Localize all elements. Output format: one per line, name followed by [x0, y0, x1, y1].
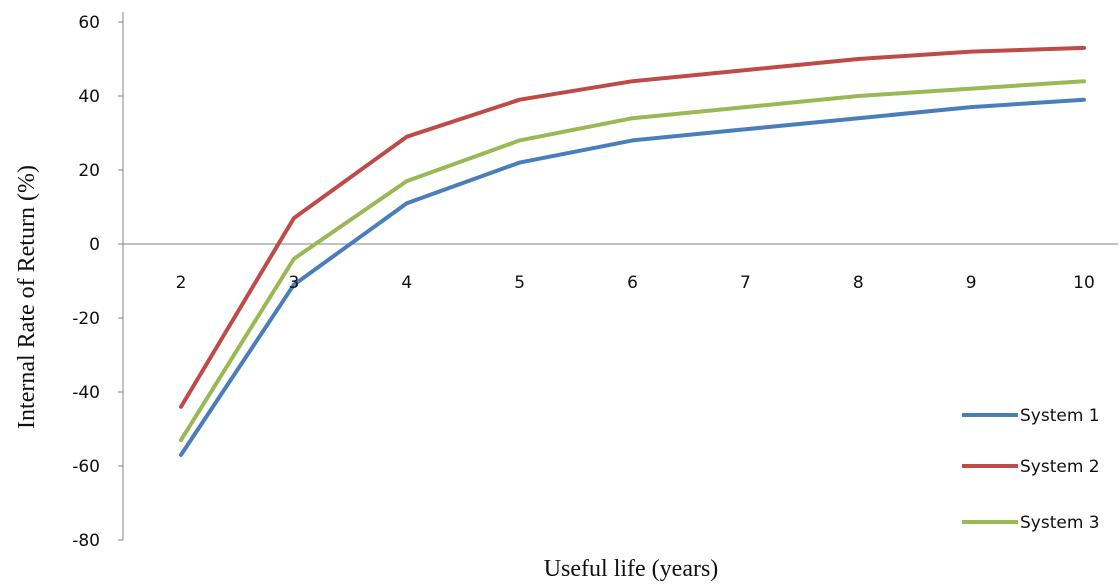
y-tick-label: 60 [78, 13, 100, 33]
y-tick-label: -80 [72, 531, 100, 551]
y-tick-label: -60 [72, 457, 100, 477]
legend-label: System 3 [1020, 513, 1100, 533]
x-tick-label: 4 [401, 273, 412, 293]
series-line-system-3 [179, 79, 1086, 443]
x-tick-label: 2 [176, 273, 187, 293]
legend-label: System 1 [1020, 406, 1100, 426]
y-tick-label: 20 [78, 161, 100, 181]
x-tick-label: 9 [966, 273, 977, 293]
x-tick-label: 3 [288, 273, 299, 293]
y-tick-label: -20 [72, 309, 100, 329]
legend-label: System 2 [1020, 457, 1100, 477]
x-tick-label: 8 [853, 273, 864, 293]
x-tick-label: 6 [627, 273, 638, 293]
legend: System 1 System 2 System 3 [962, 406, 1100, 533]
y-tick-label: 40 [78, 87, 100, 107]
y-axis-title: Internal Rate of Return (%) [14, 165, 40, 429]
y-tick-label: -40 [72, 383, 100, 403]
series-layer [179, 45, 1086, 457]
tick-labels: 60 40 20 0 -20 -40 -60 -80 2 3 4 5 6 7 8 9 10 [72, 13, 1095, 551]
series-line-system-1 [179, 97, 1086, 457]
x-tick-label: 10 [1073, 273, 1095, 293]
axes [118, 12, 1118, 541]
series-line-system-2 [179, 45, 1086, 409]
x-tick-label: 7 [740, 273, 751, 293]
y-tick-label: 0 [89, 235, 100, 255]
x-axis-title: Useful life (years) [544, 556, 719, 582]
x-tick-label: 5 [514, 273, 525, 293]
